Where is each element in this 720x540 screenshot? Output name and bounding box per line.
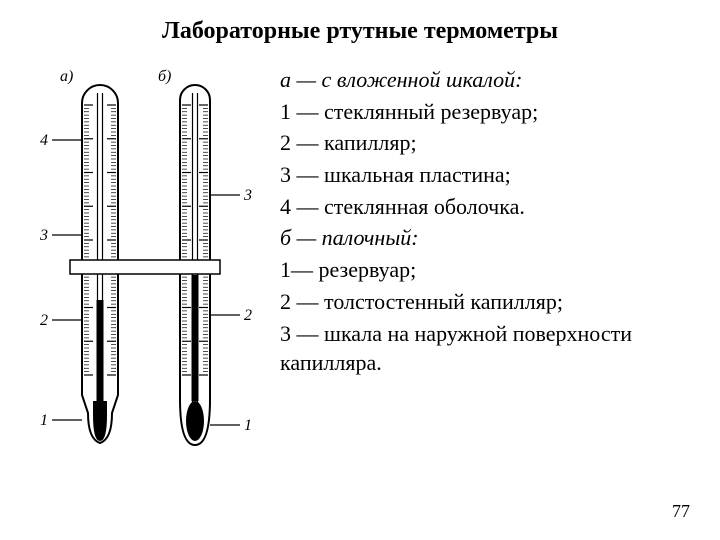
legend-a-item-1: 1 — стеклянный резервуар; — [280, 97, 690, 127]
legend-b-item-2: 2 — толстостенный капилляр; — [280, 287, 690, 317]
svg-text:3: 3 — [39, 227, 48, 244]
svg-text:4: 4 — [40, 132, 48, 149]
page-number: 77 — [672, 501, 690, 522]
svg-text:1: 1 — [244, 417, 252, 434]
legend-a-item-2: 2 — капилляр; — [280, 128, 690, 158]
thermometer-diagram: а) 4 3 2 1 б) 3 2 1 — [0, 65, 280, 485]
legend-b-item-1: 1— резервуар; — [280, 255, 690, 285]
svg-text:2: 2 — [40, 312, 48, 329]
legend-a-item-4: 4 — стеклянная оболочка. — [280, 192, 690, 222]
svg-text:а): а) — [60, 68, 73, 85]
svg-text:3: 3 — [243, 187, 252, 204]
page-title: Лабораторные ртутные термометры — [0, 0, 720, 45]
legend-b-header: б — палочный: — [280, 223, 690, 253]
content-row: а) 4 3 2 1 б) 3 2 1 а — с вложенной шкалой: 1 — … — [0, 65, 720, 485]
legend-a-item-3: 3 — шкальная пластина; — [280, 160, 690, 190]
legend-a-header: а — с вложенной шкалой: — [280, 65, 690, 95]
diagram-area: а) 4 3 2 1 б) 3 2 1 — [0, 65, 280, 485]
legend-b-item-3: 3 — шкала на наружной поверхности капилл… — [280, 319, 690, 378]
svg-text:б): б) — [158, 68, 171, 85]
legend: а — с вложенной шкалой: 1 — стеклянный р… — [280, 65, 720, 485]
svg-text:1: 1 — [40, 412, 48, 429]
svg-text:2: 2 — [244, 307, 252, 324]
